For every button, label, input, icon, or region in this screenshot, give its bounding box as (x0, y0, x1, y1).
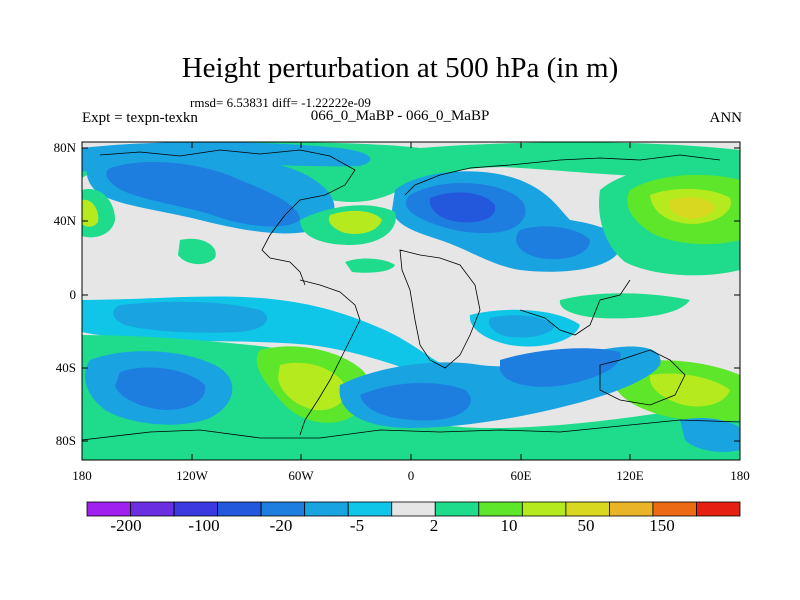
colorbar-label: 50 (577, 516, 595, 535)
lat-label-80s: 80S (55, 433, 76, 448)
colorbar-swatch (652, 501, 697, 517)
lon-label-0: 0 (407, 468, 415, 483)
antarctic-negative (680, 417, 740, 452)
colorbar-label: 2 (429, 516, 439, 535)
colorbar-swatch (86, 501, 131, 517)
lon-label-60e: 60E (510, 468, 532, 483)
colorbar (86, 501, 741, 517)
south-pacific-negative-core (115, 367, 206, 410)
case-label: 066_0_MaBP - 066_0_MaBP (310, 108, 490, 124)
colorbar-swatch (260, 501, 306, 517)
north-pacific-positive-max (668, 197, 715, 219)
lon-label-180w: 180 (72, 468, 92, 483)
south-america-coast (299, 279, 361, 436)
colorbar-label: -5 (349, 516, 365, 535)
colorbar-swatch (521, 501, 567, 517)
north-america-negative-core (106, 161, 300, 227)
australia-coast (599, 349, 686, 406)
eurasia-negative-max (429, 192, 496, 223)
colorbar-label: -200 (110, 516, 142, 535)
lon-label-120e: 120E (616, 468, 644, 483)
lon-label-120w: 120W (176, 468, 208, 483)
colorbar-swatch (130, 501, 175, 517)
lat-label-40n: 40N (53, 213, 76, 228)
pacific-small-positive (178, 238, 216, 265)
atlantic-positive-core (328, 210, 382, 234)
colorbar-swatch (173, 501, 219, 517)
south-atlantic-positive-core (278, 362, 346, 411)
colorbar-swatch (434, 501, 480, 517)
tropical-negative-core (113, 301, 268, 333)
north-america-coast (99, 149, 356, 286)
colorbar-label: 150 (649, 516, 675, 535)
africa-coast (399, 249, 481, 369)
axis-ticks (81, 142, 741, 460)
colorbar-swatch (304, 501, 349, 517)
asia-south-coast (519, 279, 631, 336)
colorbar-label: -100 (188, 516, 220, 535)
south-atlantic-negative-core (360, 383, 471, 421)
lon-label-180e: 180 (730, 468, 750, 483)
southern-positive-belt (82, 335, 740, 460)
colorbar-swatch (609, 501, 654, 517)
lat-label-40s: 40S (55, 360, 76, 375)
stats-line: rmsd= 6.53831 diff= -1.22222e-09 (190, 95, 371, 110)
lat-label-80n: 80N (53, 140, 76, 155)
colorbar-swatch (391, 501, 436, 517)
colorbar-label: 10 (500, 516, 518, 535)
south-pacific-positive-core (649, 373, 730, 407)
plot-title: Height perturbation at 500 hPa (in m) (181, 52, 619, 84)
colorbar-swatch (347, 501, 393, 517)
colorbar-swatch (565, 501, 610, 517)
lon-label-60w: 60W (288, 468, 314, 483)
west-edge-positive-core (82, 199, 99, 227)
colorbar-label: -20 (269, 516, 293, 535)
colorbar-swatch (217, 501, 262, 517)
experiment-label: Expt = texpn-texkn (82, 110, 198, 126)
colorbar-swatch (696, 501, 741, 517)
asia-negative-core (516, 226, 590, 260)
season-label: ANN (709, 110, 743, 126)
indian-ocean-negative-core (488, 315, 555, 338)
tropical-positive-sliver (345, 258, 395, 273)
contour-field (82, 142, 740, 460)
tropical-positive (559, 293, 690, 319)
coastlines (82, 149, 740, 441)
lat-label-0: 0 (69, 287, 77, 302)
eurasia-coast (404, 154, 721, 196)
colorbar-swatch (478, 501, 523, 517)
antarctica-coast (82, 419, 740, 441)
south-indian-negative-core (500, 348, 621, 387)
